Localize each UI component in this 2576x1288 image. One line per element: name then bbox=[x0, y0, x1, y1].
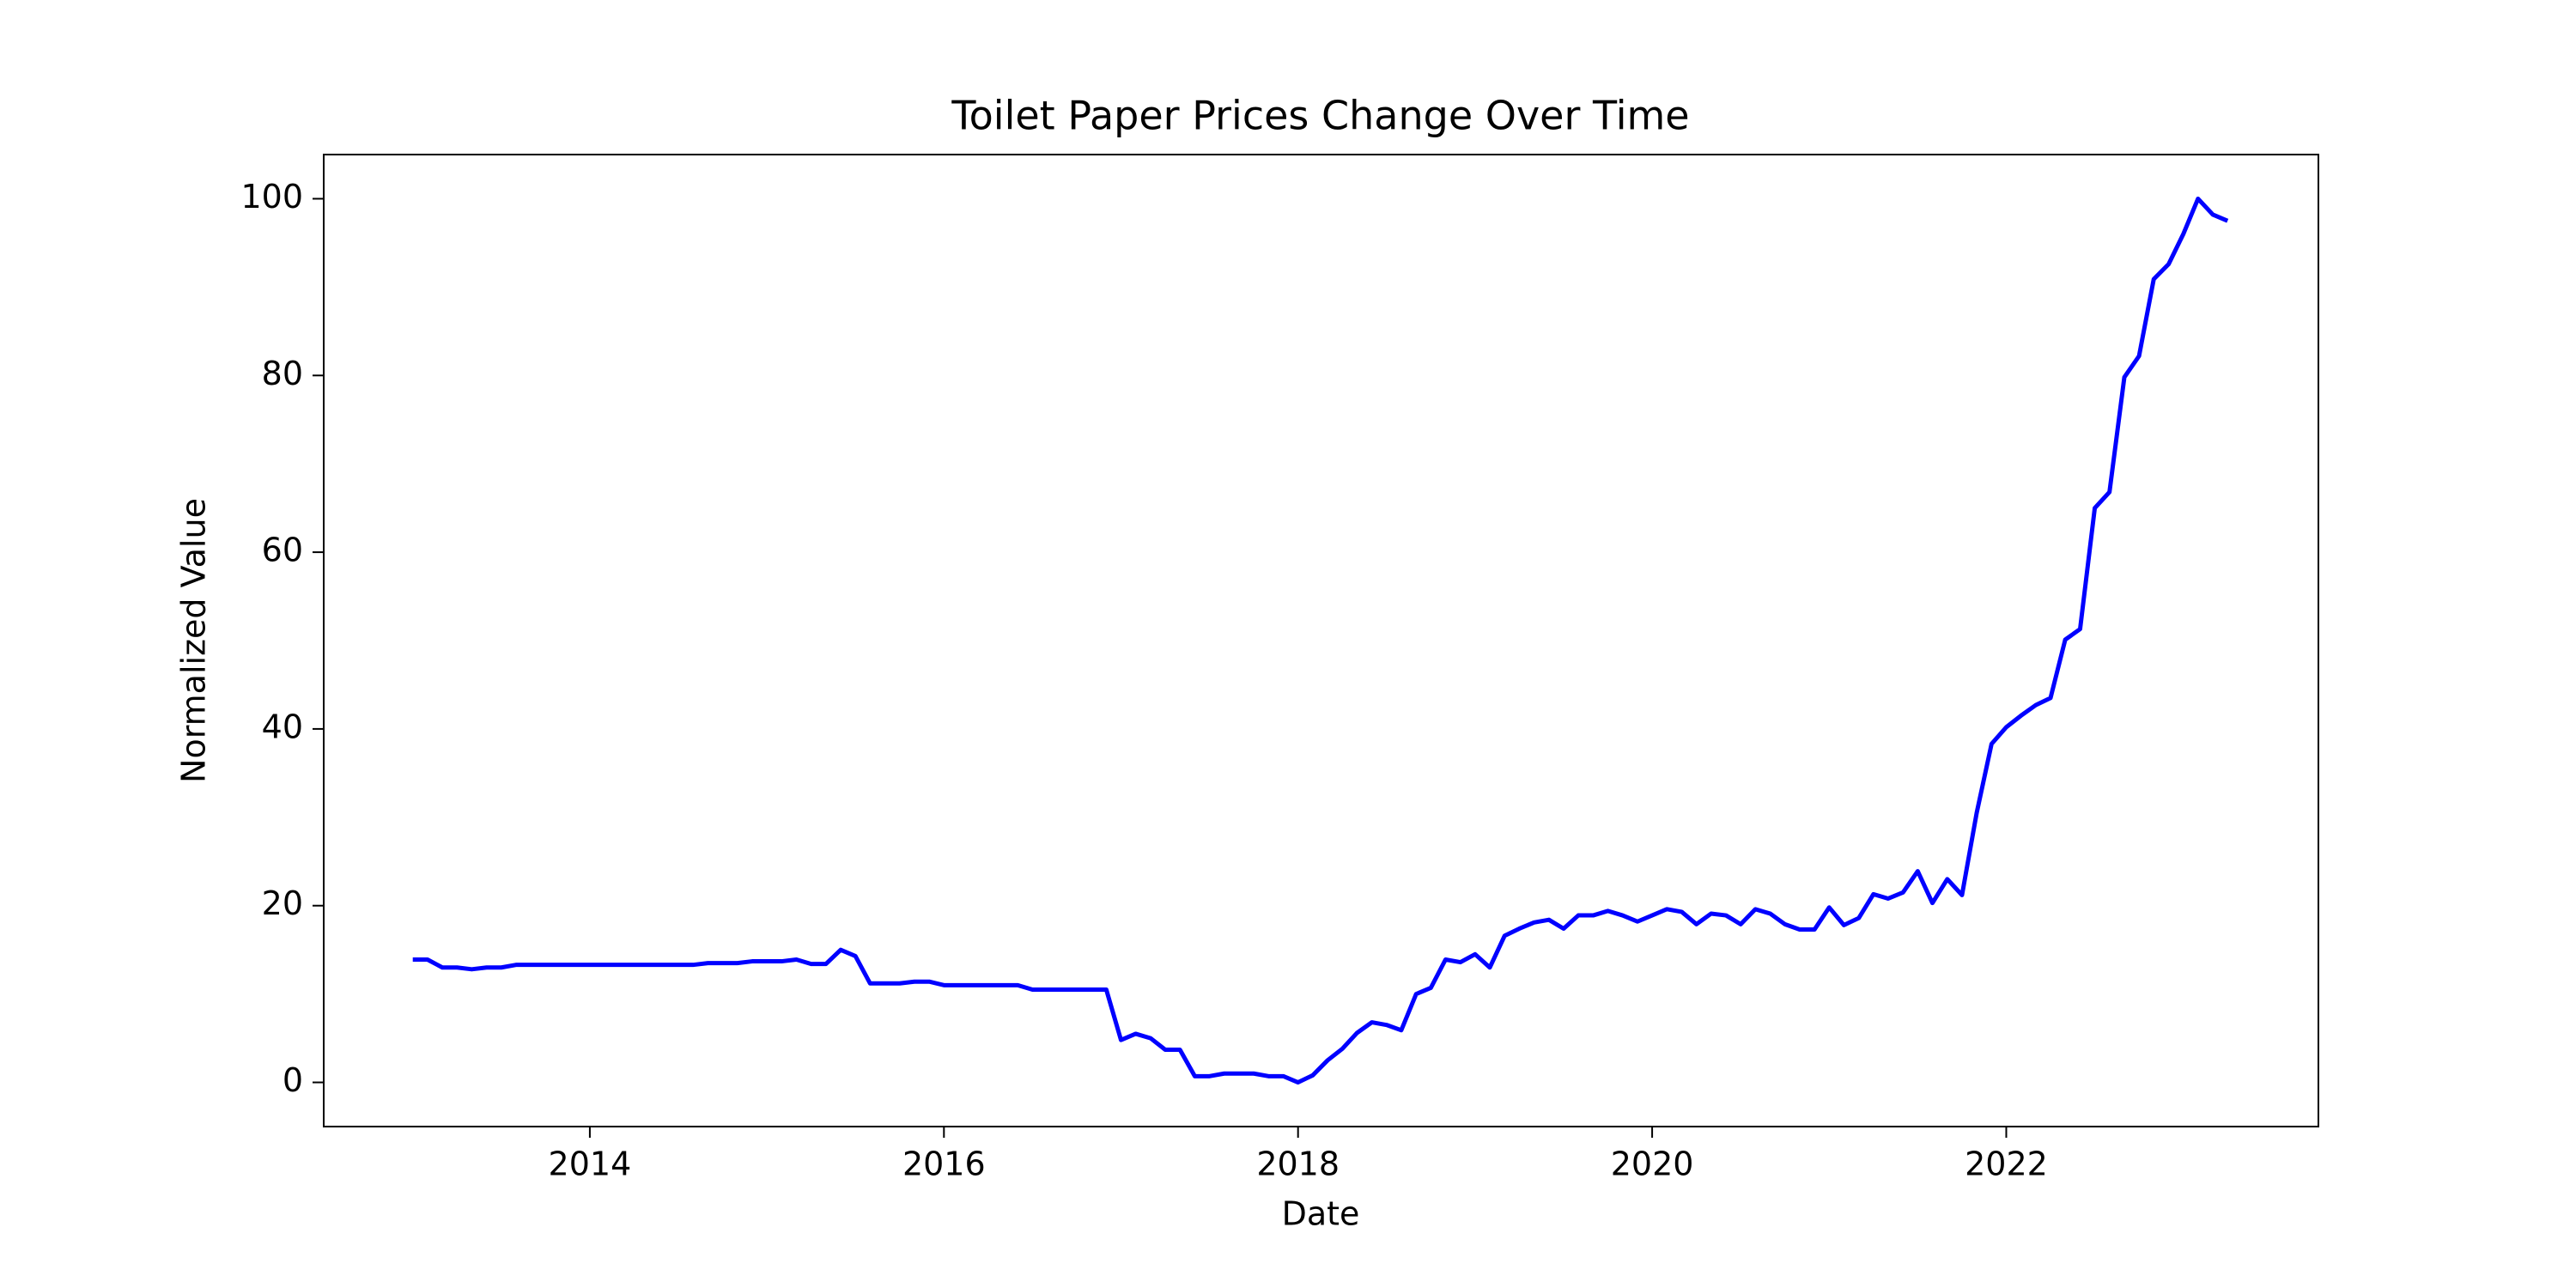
y-tick-label: 100 bbox=[240, 178, 303, 216]
x-tick-label: 2022 bbox=[1965, 1145, 2048, 1183]
y-tick-label: 80 bbox=[262, 355, 303, 392]
x-axis-label: Date bbox=[1282, 1195, 1360, 1233]
data-line bbox=[412, 196, 2229, 1085]
y-tick-label: 20 bbox=[262, 884, 303, 922]
y-tick-label: 60 bbox=[262, 532, 303, 569]
x-tick-label: 2018 bbox=[1256, 1145, 1340, 1183]
y-tick-label: 0 bbox=[283, 1061, 303, 1099]
plot-frame bbox=[323, 154, 2319, 1127]
x-tick-label: 2014 bbox=[549, 1145, 632, 1183]
y-tick-label: 40 bbox=[262, 708, 303, 745]
y-axis-label: Normalized Value bbox=[175, 498, 213, 783]
x-tick-label: 2016 bbox=[902, 1145, 986, 1183]
chart-title: Toilet Paper Prices Change Over Time bbox=[951, 93, 1689, 139]
x-tick-label: 2020 bbox=[1611, 1145, 1694, 1183]
